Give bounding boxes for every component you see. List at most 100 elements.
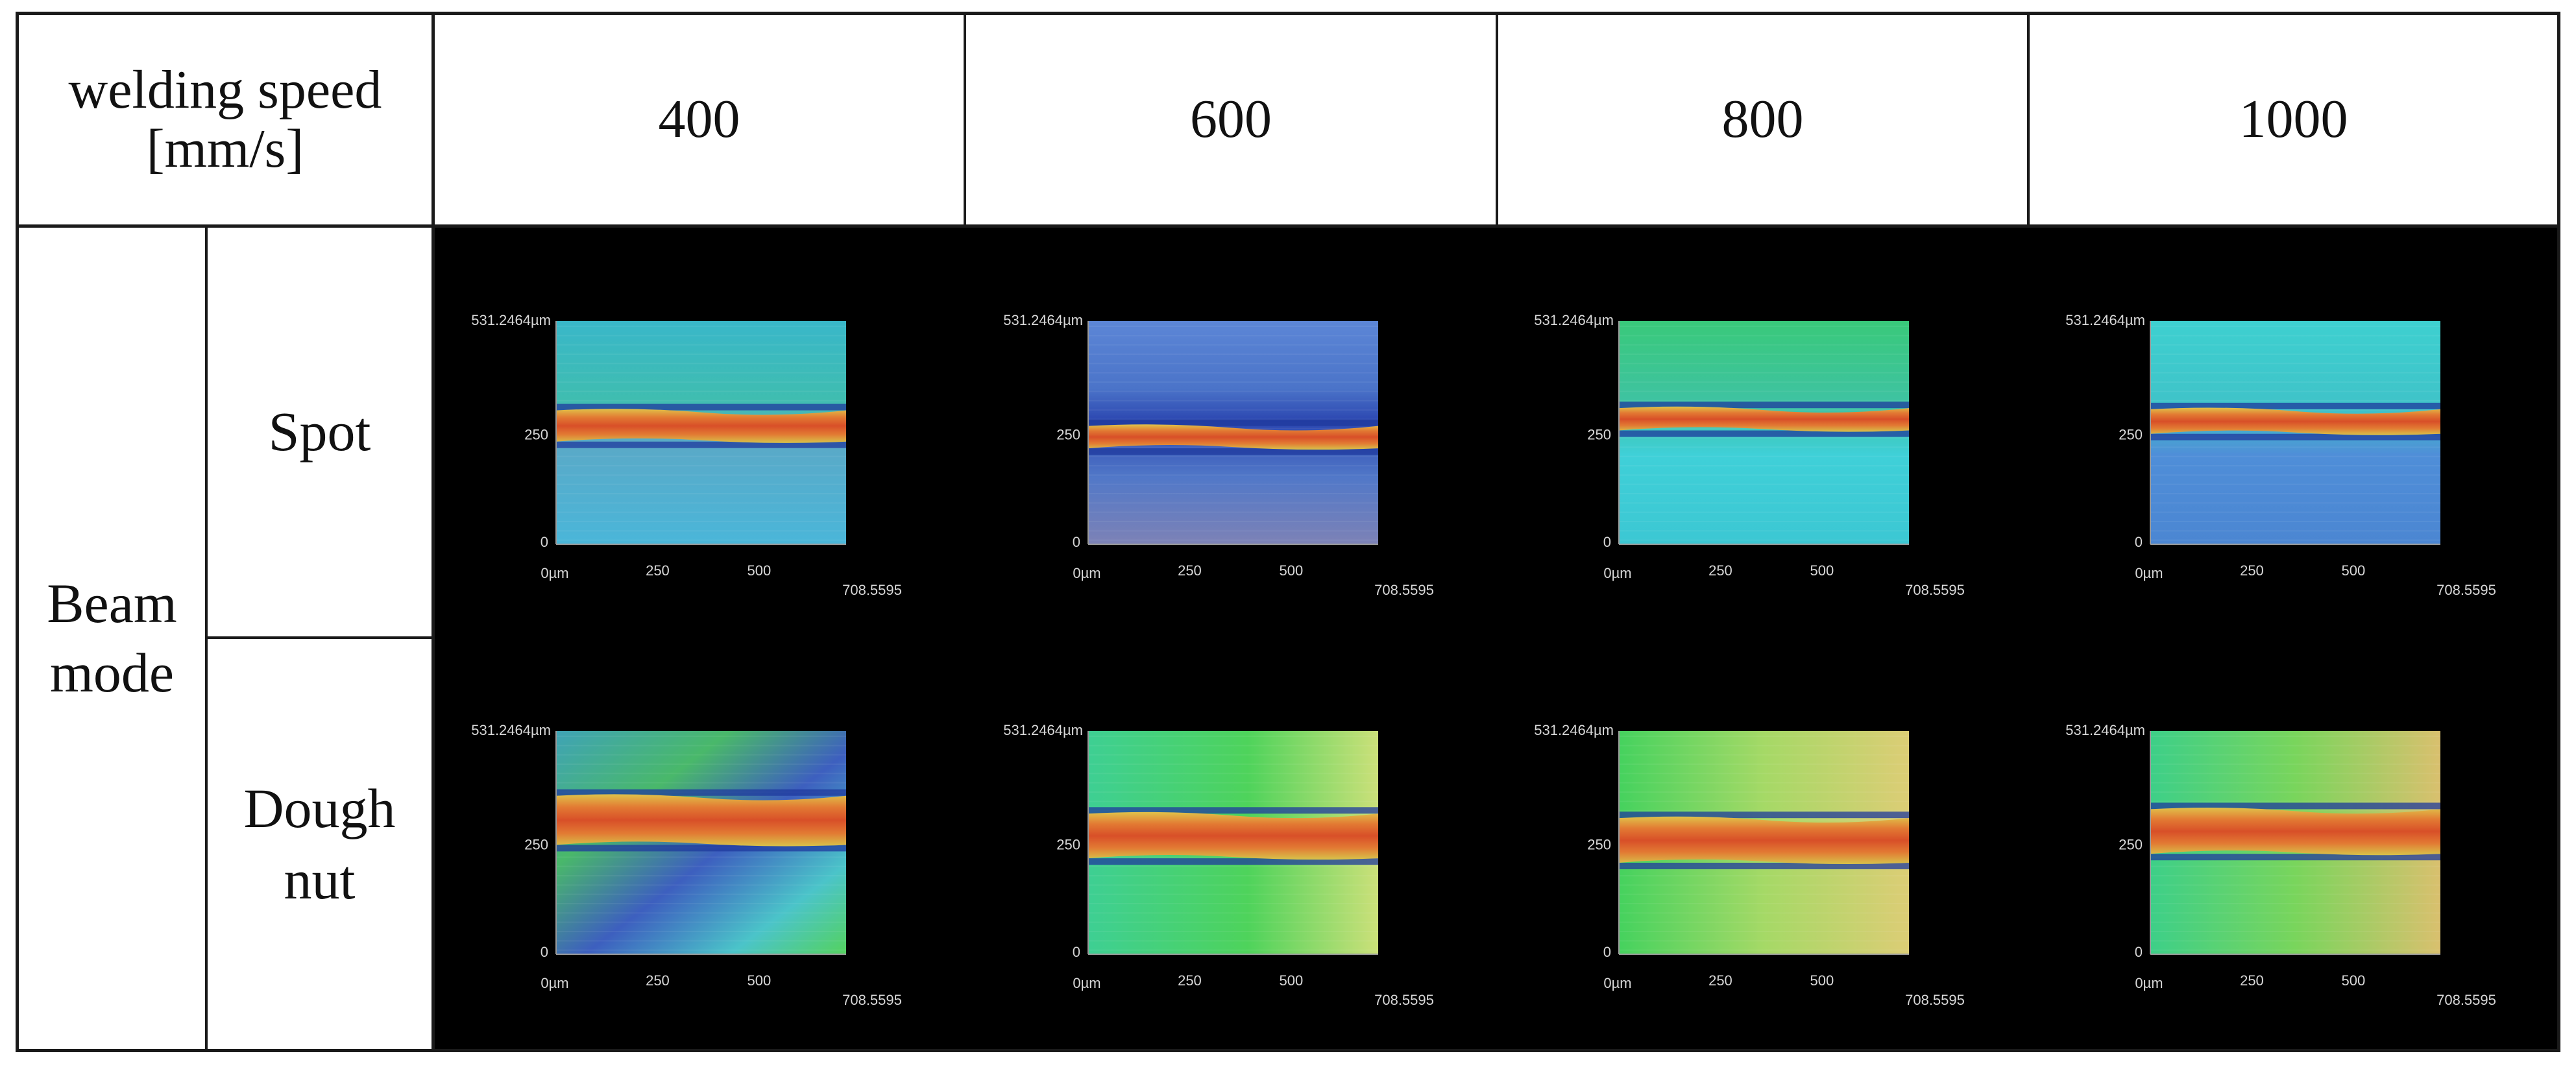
height-map-svg: 531.2464µm 250 0 0µm 250 500 708.5595	[1534, 722, 1965, 1008]
bead-groove-bottom	[556, 845, 846, 852]
speed-600-header: 600	[1190, 89, 1272, 150]
height-map-svg: 531.2464µm 250 0 0µm 250 500 708.5595	[2065, 312, 2496, 598]
table-border-bottom	[16, 1049, 2560, 1052]
y-tick-250: 250	[2119, 426, 2143, 442]
table-border-right	[2557, 12, 2560, 1052]
height-map-panel: 531.2464µm 250 0 0µm 250 500 708.5595	[984, 308, 1443, 603]
bead-groove-bottom	[1619, 430, 1909, 437]
header-divider	[16, 224, 2560, 228]
col-divider-1	[431, 12, 435, 1052]
col-divider-2	[964, 12, 966, 226]
x-tick-250: 250	[1178, 562, 1202, 579]
height-map-svg: 531.2464µm 250 0 0µm 250 500 708.5595	[1534, 312, 1965, 598]
height-map-svg: 531.2464µm 250 0 0µm 250 500 708.5595	[1003, 312, 1434, 598]
x-tick-end: 708.5595	[1905, 582, 1965, 598]
x-tick-0: 0µm	[541, 975, 568, 991]
y-tick-top: 531.2464µm	[1003, 312, 1083, 328]
bead-groove-top	[1088, 419, 1378, 426]
bead-groove-top	[1619, 812, 1909, 819]
axes: 531.2464µm 250 0 0µm 250 500 708.5595	[471, 312, 902, 598]
bead-groove-bottom	[1088, 448, 1378, 455]
y-tick-250: 250	[1587, 836, 1611, 852]
axes: 531.2464µm 250 0 0µm 250 500 708.5595	[2065, 312, 2496, 598]
x-tick-0: 0µm	[1073, 975, 1100, 991]
y-tick-250: 250	[1056, 836, 1080, 852]
x-tick-end: 708.5595	[842, 582, 902, 598]
bead-groove-top	[556, 403, 846, 411]
axes: 531.2464µm 250 0 0µm 250 500 708.5595	[2065, 722, 2496, 1008]
weld-bead	[2150, 407, 2440, 435]
x-tick-250: 250	[2240, 972, 2264, 989]
height-map-panel: 531.2464µm 250 0 0µm 250 500 708.5595	[1515, 308, 1974, 603]
x-tick-500: 500	[1280, 562, 1304, 579]
weld-bead	[556, 409, 846, 443]
height-map-svg: 531.2464µm 250 0 0µm 250 500 708.5595	[1003, 722, 1434, 1008]
x-tick-250: 250	[1708, 972, 1732, 989]
y-tick-0: 0	[541, 534, 548, 550]
beam-mode-label: Beam mode	[47, 572, 177, 704]
bead-groove-top	[2150, 802, 2440, 810]
x-tick-250: 250	[646, 972, 670, 989]
axes: 531.2464µm 250 0 0µm 250 500 708.5595	[471, 722, 902, 1008]
y-tick-250: 250	[1587, 426, 1611, 442]
x-tick-end: 708.5595	[2436, 992, 2496, 1008]
bead-groove-top	[2150, 402, 2440, 409]
bead-groove-top	[1088, 807, 1378, 814]
x-tick-end: 708.5595	[1374, 992, 1434, 1008]
x-tick-250: 250	[646, 562, 670, 579]
x-tick-0: 0µm	[2135, 565, 2163, 581]
col-divider-3	[1496, 12, 1498, 226]
axes: 531.2464µm 250 0 0µm 250 500 708.5595	[1534, 722, 1965, 1008]
height-map-panel: 531.2464µm 250 0 0µm 250 500 708.5595	[1515, 718, 1974, 1013]
doughnut-mode-label: Dough nut	[243, 776, 396, 911]
y-tick-250: 250	[524, 426, 548, 442]
axes: 531.2464µm 250 0 0µm 250 500 708.5595	[1003, 312, 1434, 598]
weld-bead	[1088, 812, 1378, 860]
y-tick-0: 0	[1073, 534, 1080, 550]
bead-groove-bottom	[2150, 854, 2440, 861]
welding-speed-header: welding speed [mm/s]	[68, 59, 382, 179]
height-map-panel: 531.2464µm 250 0 0µm 250 500 708.5595	[452, 718, 911, 1013]
weld-bead	[1088, 424, 1378, 450]
spot-mode-label: Spot	[268, 400, 371, 463]
y-tick-250: 250	[1056, 426, 1080, 442]
height-map-panel: 531.2464µm 250 0 0µm 250 500 708.5595	[2047, 308, 2505, 603]
x-tick-end: 708.5595	[2436, 582, 2496, 598]
y-tick-top: 531.2464µm	[471, 312, 551, 328]
y-tick-top: 531.2464µm	[1534, 722, 1614, 738]
bead-groove-top	[1619, 402, 1909, 409]
speed-800-header: 800	[1721, 89, 1804, 150]
y-tick-0: 0	[2135, 534, 2143, 550]
bead-groove-bottom	[556, 441, 846, 448]
col-divider-4	[2027, 12, 2030, 226]
x-tick-0: 0µm	[541, 565, 568, 581]
y-tick-250: 250	[2119, 836, 2143, 852]
x-tick-0: 0µm	[1603, 565, 1631, 581]
y-tick-250: 250	[524, 836, 548, 852]
x-tick-0: 0µm	[1603, 975, 1631, 991]
mode-group-divider	[205, 226, 208, 1052]
y-tick-0: 0	[1603, 944, 1611, 960]
y-tick-0: 0	[1073, 944, 1080, 960]
y-tick-top: 531.2464µm	[2065, 722, 2145, 738]
x-tick-500: 500	[2342, 562, 2366, 579]
weld-bead	[556, 794, 846, 847]
y-tick-top: 531.2464µm	[1534, 312, 1614, 328]
weld-bead	[1619, 816, 1909, 865]
x-tick-end: 708.5595	[842, 992, 902, 1008]
x-tick-500: 500	[1810, 972, 1834, 989]
y-tick-0: 0	[2135, 944, 2143, 960]
y-tick-top: 531.2464µm	[1003, 722, 1083, 738]
speed-1000-header: 1000	[2239, 89, 2348, 150]
x-tick-500: 500	[1810, 562, 1834, 579]
x-tick-500: 500	[747, 972, 772, 989]
bead-groove-bottom	[2150, 433, 2440, 440]
table-border-top	[16, 12, 2560, 15]
x-tick-end: 708.5595	[1905, 992, 1965, 1008]
x-tick-500: 500	[2342, 972, 2366, 989]
height-map-svg: 531.2464µm 250 0 0µm 250 500 708.5595	[471, 722, 902, 1008]
speed-400-header: 400	[658, 89, 740, 150]
height-map-panel: 531.2464µm 250 0 0µm 250 500 708.5595	[2047, 718, 2505, 1013]
y-tick-top: 531.2464µm	[2065, 312, 2145, 328]
weld-bead	[1619, 406, 1909, 432]
